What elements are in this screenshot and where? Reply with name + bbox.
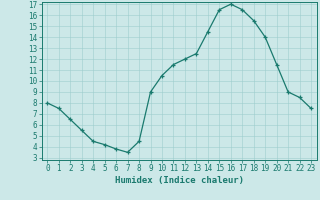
X-axis label: Humidex (Indice chaleur): Humidex (Indice chaleur) — [115, 176, 244, 185]
